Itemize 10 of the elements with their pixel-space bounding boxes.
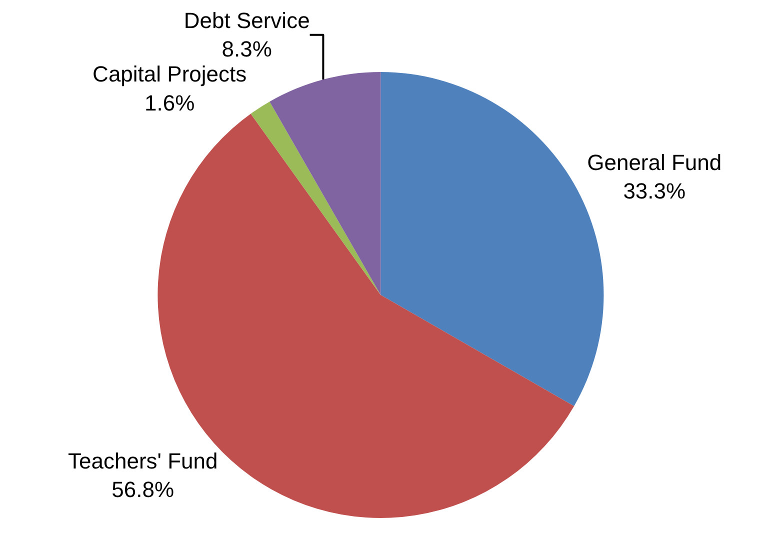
slice-label: Teachers' Fund: [68, 448, 218, 474]
slice-label: General Fund: [587, 150, 722, 175]
pie-slice: [250, 102, 381, 296]
pie-slice: [270, 72, 381, 296]
data-label: 8.3%: [222, 36, 272, 62]
data-label: 33.3%: [623, 178, 686, 204]
data-label: 56.8%: [112, 476, 174, 502]
slice-label: Capital Projects: [92, 62, 247, 87]
data-label: 1.6%: [144, 90, 195, 116]
slice-label: Debt Service: [184, 8, 310, 34]
